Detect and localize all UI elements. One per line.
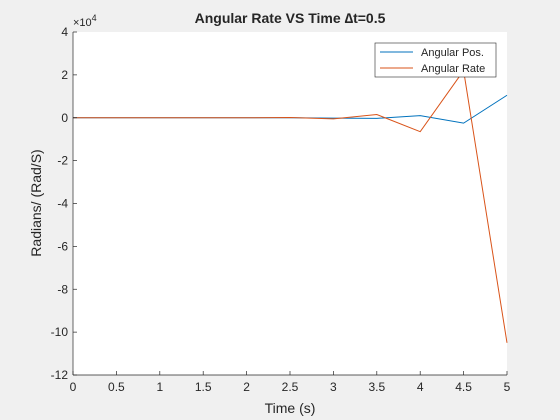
y-tick-label: -8 [57,282,68,296]
x-tick-label: 2 [243,380,250,394]
axes-background [73,32,507,375]
x-tick-label: 1.5 [195,380,212,394]
plot-lines [73,69,508,343]
series-line-angular-rate [73,69,508,343]
x-tick-label: 4 [417,380,424,394]
x-tick-label: 0 [70,380,77,394]
x-tick-label: 1 [156,380,163,394]
y-tick-label: -10 [51,325,69,339]
x-tick-label: 2.5 [282,380,299,394]
y-axis-label: Radians/ (Rad/S) [28,149,44,256]
x-tick-label: 3 [330,380,337,394]
x-tick-label: 0.5 [108,380,125,394]
x-axis-label: Time (s) [265,400,316,416]
y-tick-label: 4 [61,25,68,39]
y-exponent-power: 4 [92,13,97,23]
legend-box [374,42,497,78]
chart-title: Angular Rate VS Time ∆t=0.5 [195,10,386,26]
y-tick-label: -4 [57,197,68,211]
y-tick-label: -2 [57,154,68,168]
y-exponent-label: ×104 [73,13,97,29]
x-tick-label: 3.5 [368,380,385,394]
y-tick-label: -12 [51,368,69,382]
x-tick-label: 4.5 [455,380,472,394]
legend: Angular Pos. Angular Rate [374,42,497,78]
y-exponent-base: ×10 [73,17,92,29]
y-tick-label: 2 [61,68,68,82]
ticks: 0 0.5 1 1.5 2 2.5 3 3.5 4 4.5 5 -12 -10 -8 -6 -4 -2 0 2 4 [51,25,511,394]
legend-label-angular-rate: Angular Rate [421,63,485,75]
y-tick-label: -6 [57,239,68,253]
legend-label-angular-pos: Angular Pos. [421,47,484,59]
x-tick-label: 5 [504,380,511,394]
y-tick-label: 0 [61,111,68,125]
